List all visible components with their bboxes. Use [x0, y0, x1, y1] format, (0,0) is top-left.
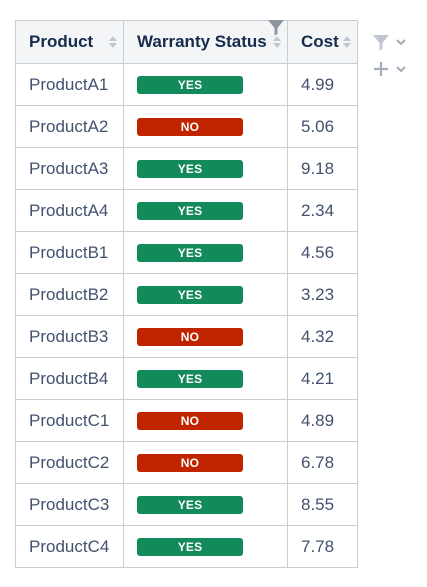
- product-cell: ProductC3: [15, 483, 124, 526]
- warranty-status-cell: YES: [123, 273, 288, 316]
- product-cell: ProductC1: [15, 399, 124, 442]
- table-container: Product Warranty Status Cost: [15, 20, 358, 568]
- status-badge: YES: [137, 369, 243, 388]
- warranty-status-cell: NO: [123, 315, 288, 358]
- status-badge: NO: [137, 453, 243, 472]
- status-badge: NO: [137, 327, 243, 346]
- chevron-down-icon: [396, 66, 406, 73]
- table-row: ProductA3 YES 9.18: [15, 147, 358, 190]
- product-cell: ProductB2: [15, 273, 124, 316]
- cost-cell: 5.06: [287, 105, 358, 148]
- chevron-down-icon: [396, 39, 406, 46]
- plus-icon: [374, 62, 388, 76]
- column-header-product[interactable]: Product: [15, 20, 124, 64]
- cost-cell: 2.34: [287, 189, 358, 232]
- filter-menu-button[interactable]: [371, 30, 415, 54]
- status-badge: NO: [137, 117, 243, 136]
- cost-cell: 7.78: [287, 525, 358, 568]
- product-cell: ProductB1: [15, 231, 124, 274]
- table-row: ProductB4 YES 4.21: [15, 357, 358, 400]
- table-row: ProductA4 YES 2.34: [15, 189, 358, 232]
- cost-cell: 9.18: [287, 147, 358, 190]
- warranty-status-cell: YES: [123, 147, 288, 190]
- column-header-cost[interactable]: Cost: [287, 20, 358, 64]
- funnel-icon[interactable]: [266, 17, 286, 37]
- cost-cell: 4.32: [287, 315, 358, 358]
- table-row: ProductB3 NO 4.32: [15, 315, 358, 358]
- funnel-icon: [373, 35, 389, 51]
- header-row: Product Warranty Status Cost: [15, 20, 358, 64]
- cost-cell: 4.56: [287, 231, 358, 274]
- status-badge: YES: [137, 495, 243, 514]
- warranty-status-cell: YES: [123, 63, 288, 106]
- table-side-controls: [371, 30, 415, 84]
- warranty-status-cell: YES: [123, 231, 288, 274]
- warranty-status-cell: NO: [123, 105, 288, 148]
- product-cell: ProductB4: [15, 357, 124, 400]
- cost-cell: 6.78: [287, 441, 358, 484]
- product-cell: ProductA3: [15, 147, 124, 190]
- warranty-status-cell: YES: [123, 189, 288, 232]
- cost-cell: 8.55: [287, 483, 358, 526]
- cost-cell: 3.23: [287, 273, 358, 316]
- cost-cell: 4.21: [287, 357, 358, 400]
- sort-icon[interactable]: [273, 35, 281, 49]
- table-row: ProductC3 YES 8.55: [15, 483, 358, 526]
- status-badge: YES: [137, 537, 243, 556]
- add-menu-button[interactable]: [371, 57, 415, 81]
- table-row: ProductA1 YES 4.99: [15, 63, 358, 106]
- table-row: ProductB1 YES 4.56: [15, 231, 358, 274]
- warranty-status-cell: YES: [123, 525, 288, 568]
- product-cell: ProductA1: [15, 63, 124, 106]
- sort-icon[interactable]: [109, 35, 117, 49]
- table-row: ProductC4 YES 7.78: [15, 525, 358, 568]
- warranty-status-cell: YES: [123, 483, 288, 526]
- product-cell: ProductC4: [15, 525, 124, 568]
- warranty-status-cell: YES: [123, 357, 288, 400]
- column-header-label: Cost: [301, 32, 339, 51]
- table-row: ProductC1 NO 4.89: [15, 399, 358, 442]
- cost-cell: 4.89: [287, 399, 358, 442]
- status-badge: YES: [137, 285, 243, 304]
- column-header-warranty-status[interactable]: Warranty Status: [123, 20, 288, 64]
- table-row: ProductB2 YES 3.23: [15, 273, 358, 316]
- product-cell: ProductB3: [15, 315, 124, 358]
- product-cell: ProductA2: [15, 105, 124, 148]
- product-cell: ProductC2: [15, 441, 124, 484]
- status-badge: NO: [137, 411, 243, 430]
- cost-cell: 4.99: [287, 63, 358, 106]
- sort-icon[interactable]: [342, 35, 351, 49]
- warranty-status-cell: NO: [123, 399, 288, 442]
- column-header-label: Product: [29, 32, 94, 51]
- table-row: ProductC2 NO 6.78: [15, 441, 358, 484]
- data-table: Product Warranty Status Cost: [15, 20, 358, 568]
- status-badge: YES: [137, 75, 243, 94]
- product-cell: ProductA4: [15, 189, 124, 232]
- status-badge: YES: [137, 243, 243, 262]
- table-row: ProductA2 NO 5.06: [15, 105, 358, 148]
- column-header-label: Warranty Status: [137, 32, 267, 51]
- status-badge: YES: [137, 159, 243, 178]
- warranty-status-cell: NO: [123, 441, 288, 484]
- status-badge: YES: [137, 201, 243, 220]
